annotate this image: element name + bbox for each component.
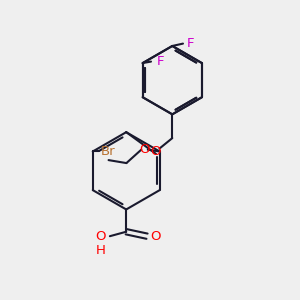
Text: O: O (95, 230, 106, 243)
Text: O: O (139, 143, 149, 156)
Text: O: O (151, 230, 161, 243)
Text: F: F (187, 37, 194, 50)
Text: O: O (151, 145, 161, 158)
Text: H: H (96, 244, 106, 257)
Text: F: F (156, 55, 164, 68)
Text: Br: Br (101, 145, 116, 158)
